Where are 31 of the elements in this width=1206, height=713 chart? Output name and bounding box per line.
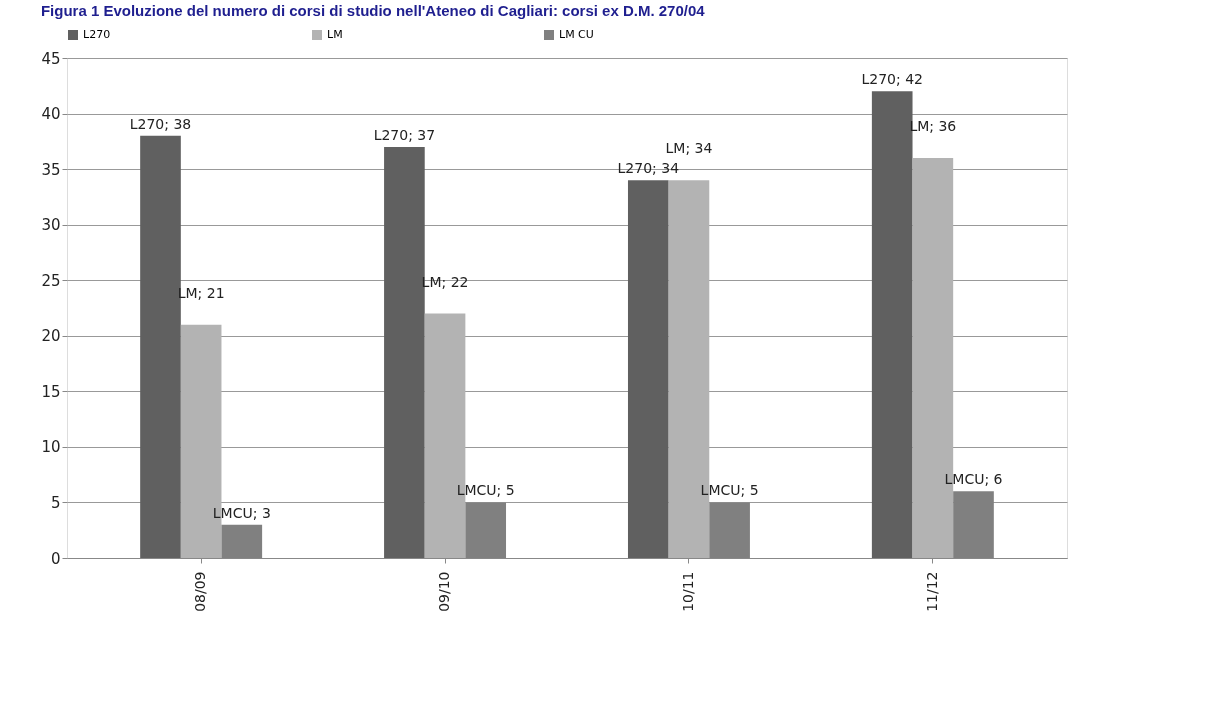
- y-tick-label: 30: [41, 216, 61, 235]
- y-tick-label: 10: [41, 438, 61, 457]
- x-tick-label: 08/09: [192, 571, 209, 612]
- data-label: L270; 37: [373, 126, 436, 143]
- data-label: LMCU; 5: [700, 482, 759, 499]
- data-label: L270; 38: [129, 115, 192, 132]
- x-tick-label: 10/11: [679, 571, 696, 612]
- data-label: LMCU; 3: [212, 504, 271, 521]
- data-label: LMCU; 6: [944, 471, 1003, 488]
- y-tick-label: 35: [41, 160, 61, 179]
- x-tick-label: 09/10: [436, 571, 453, 612]
- data-label: L270; 42: [861, 71, 923, 88]
- data-label: LM; 34: [665, 140, 713, 157]
- legend-label: LM: [327, 28, 343, 41]
- y-tick-label: 15: [41, 382, 61, 401]
- legend-label: LM CU: [559, 28, 594, 41]
- y-tick-label: 25: [41, 271, 61, 290]
- bar: [140, 135, 181, 558]
- y-tick-label: 45: [41, 49, 61, 68]
- y-tick-label: 40: [41, 105, 61, 124]
- data-label: LMCU; 5: [456, 482, 515, 499]
- y-tick-label: 0: [50, 549, 61, 568]
- y-tick-label: 5: [50, 493, 61, 512]
- legend-label: L270: [83, 28, 111, 41]
- bar: [871, 91, 913, 558]
- chart-title: Figura 1 Evoluzione del numero di corsi di studio nell'Ateneo di Cagliari: corsi ex D.M. 270/04: [40, 2, 706, 19]
- data-label: L270; 34: [617, 160, 680, 177]
- x-tick-label: 11/12: [923, 571, 940, 612]
- y-tick-label: 20: [41, 327, 61, 346]
- bar: [384, 146, 425, 558]
- bar: [627, 180, 669, 558]
